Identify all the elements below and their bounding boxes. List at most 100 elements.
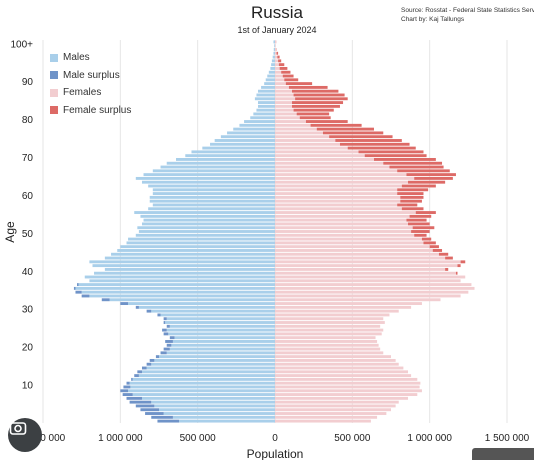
bar-females-age-78 bbox=[275, 123, 311, 127]
bar-males-age-61 bbox=[152, 188, 275, 192]
bar-female-surplus-age-94 bbox=[278, 63, 285, 67]
x-tick-label-2: 500 000 bbox=[180, 433, 217, 444]
bar-males-age-60 bbox=[152, 192, 275, 196]
bar-female-surplus-age-69 bbox=[373, 158, 436, 161]
bar-females-age-68 bbox=[275, 161, 384, 165]
bar-males-age-9 bbox=[130, 385, 275, 389]
y-tick-label-7: 70 bbox=[22, 153, 34, 164]
bar-males-age-63 bbox=[141, 180, 275, 184]
bar-males-age-81 bbox=[253, 112, 275, 116]
bar-males-age-11 bbox=[132, 377, 275, 381]
bar-male-surplus-age-36 bbox=[77, 283, 79, 287]
bar-males-age-88 bbox=[261, 85, 275, 89]
legend-item-female-surplus[interactable]: Female surplus bbox=[50, 102, 131, 120]
bar-male-surplus-age-13 bbox=[137, 370, 142, 374]
bar-males-age-66 bbox=[152, 169, 275, 173]
bar-male-surplus-age-16 bbox=[149, 358, 155, 362]
bar-female-surplus-age-62 bbox=[401, 184, 436, 188]
bar-males-age-74 bbox=[214, 139, 275, 142]
credit-text: Chart by: Kaj Tallungs bbox=[401, 16, 465, 23]
bar-males-age-95 bbox=[271, 59, 275, 63]
lens-search-button[interactable] bbox=[8, 418, 42, 452]
bar-females-age-33 bbox=[275, 294, 461, 298]
bar-males-age-35 bbox=[75, 286, 275, 290]
bar-females-age-55 bbox=[275, 211, 416, 214]
chart-subtitle: 1st of January 2024 bbox=[237, 25, 317, 35]
bar-female-surplus-age-91 bbox=[282, 74, 294, 78]
bar-males-age-46 bbox=[120, 245, 275, 249]
bar-males-age-73 bbox=[210, 142, 275, 146]
bar-males-age-59 bbox=[149, 195, 275, 199]
bar-males-age-43 bbox=[104, 256, 275, 260]
bar-female-surplus-age-90 bbox=[284, 78, 299, 82]
bar-males-age-90 bbox=[265, 78, 275, 82]
bar-males-age-16 bbox=[154, 358, 275, 362]
bar-female-surplus-age-46 bbox=[429, 245, 439, 249]
legend-item-males[interactable]: Males bbox=[50, 49, 131, 67]
bar-males-age-64 bbox=[135, 176, 275, 180]
bar-females-age-96 bbox=[275, 55, 278, 59]
bar-males-age-3 bbox=[159, 408, 275, 412]
bar-females-age-98 bbox=[275, 48, 277, 51]
bar-males-age-50 bbox=[138, 230, 275, 233]
bar-male-surplus-age-30 bbox=[135, 305, 139, 309]
bar-male-surplus-age-22 bbox=[169, 336, 175, 340]
legend-label-female-surplus: Female surplus bbox=[63, 104, 132, 116]
bar-female-surplus-age-96 bbox=[277, 55, 280, 59]
bar-female-surplus-age-44 bbox=[438, 252, 449, 256]
bar-males-age-24 bbox=[166, 328, 275, 332]
bar-males-age-92 bbox=[268, 70, 275, 74]
bar-female-surplus-age-43 bbox=[445, 256, 453, 260]
bar-females-age-6 bbox=[275, 396, 409, 400]
bar-male-surplus-age-3 bbox=[140, 408, 159, 412]
bar-male-surplus-age-33 bbox=[81, 294, 90, 298]
bar-female-surplus-age-53 bbox=[406, 218, 427, 222]
bar-males-age-70 bbox=[185, 154, 275, 158]
bar-males-age-12 bbox=[138, 374, 275, 378]
bar-males-age-0 bbox=[179, 419, 275, 423]
bar-males-age-98 bbox=[273, 48, 275, 51]
bar-female-surplus-age-48 bbox=[421, 237, 432, 241]
bar-males-age-100 bbox=[273, 40, 275, 44]
bar-males-age-51 bbox=[137, 226, 275, 230]
bar-females-age-83 bbox=[275, 104, 293, 108]
bar-males-age-4 bbox=[154, 404, 275, 408]
legend-item-male-surplus[interactable]: Male surplus bbox=[50, 67, 131, 85]
legend-label-males: Males bbox=[63, 52, 90, 64]
bar-female-surplus-age-75 bbox=[329, 135, 393, 139]
bar-male-surplus-age-12 bbox=[134, 374, 139, 378]
bar-females-age-62 bbox=[275, 184, 402, 188]
bar-males-age-1 bbox=[172, 415, 275, 419]
bar-females-age-3 bbox=[275, 408, 391, 412]
bar-males-age-87 bbox=[257, 89, 275, 93]
bar-female-surplus-age-70 bbox=[364, 154, 427, 158]
bar-males-age-33 bbox=[89, 294, 276, 298]
x-tick-label-4: 500 000 bbox=[334, 433, 371, 444]
bar-female-surplus-age-78 bbox=[310, 123, 362, 127]
bar-males-age-67 bbox=[160, 165, 275, 169]
bar-males-age-77 bbox=[233, 127, 275, 131]
bar-females-age-97 bbox=[275, 51, 277, 55]
bar-males-age-85 bbox=[254, 97, 275, 101]
bar-females-age-64 bbox=[275, 176, 415, 180]
bar-female-surplus-age-64 bbox=[414, 176, 453, 180]
bar-females-age-63 bbox=[275, 180, 409, 184]
bar-male-surplus-age-27 bbox=[163, 317, 167, 321]
bar-females-age-22 bbox=[275, 336, 376, 340]
bar-males-age-86 bbox=[256, 93, 275, 97]
x-tick-label-5: 1 000 000 bbox=[407, 433, 452, 444]
bar-male-surplus-age-0 bbox=[157, 419, 180, 423]
bar-female-surplus-age-71 bbox=[358, 150, 424, 154]
bar-males-age-68 bbox=[166, 161, 275, 165]
bar-males-age-27 bbox=[166, 317, 275, 321]
bar-female-surplus-age-47 bbox=[423, 241, 436, 245]
bar-female-surplus-age-66 bbox=[397, 169, 450, 173]
bar-female-surplus-age-39 bbox=[455, 271, 458, 275]
bar-male-surplus-age-17 bbox=[155, 355, 159, 359]
bar-females-age-72 bbox=[275, 146, 348, 150]
bar-male-surplus-age-18 bbox=[160, 351, 167, 355]
bar-females-age-14 bbox=[275, 366, 404, 370]
bar-males-age-23 bbox=[168, 332, 275, 336]
legend-item-females[interactable]: Females bbox=[50, 84, 131, 102]
bar-females-age-93 bbox=[275, 66, 280, 70]
